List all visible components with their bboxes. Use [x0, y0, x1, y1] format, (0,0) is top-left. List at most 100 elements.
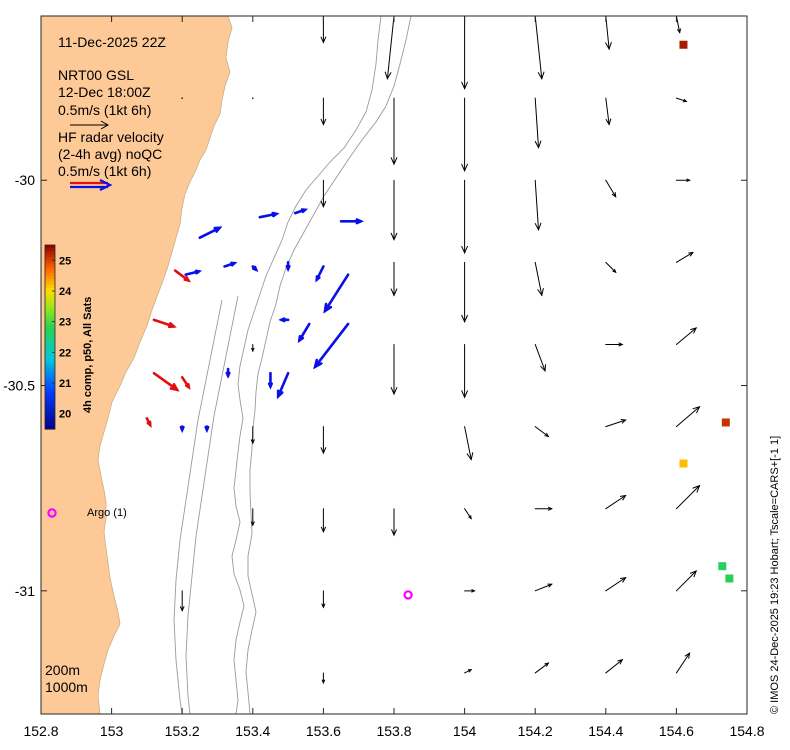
radar-vectors — [179, 208, 365, 434]
sst-cell — [725, 574, 734, 583]
colorbar-swatch — [45, 306, 55, 310]
colorbar-swatch — [45, 364, 55, 369]
depth-label-1000m: 1000m — [45, 679, 88, 695]
model-arrow — [390, 179, 398, 241]
isobath-shelf-inner — [173, 299, 223, 714]
radar-arrow — [323, 273, 350, 314]
model-arrow — [461, 261, 468, 323]
radar-arrow — [184, 269, 203, 276]
model-arrow — [464, 426, 474, 461]
model-arrow — [390, 97, 398, 166]
x-tick-label: 153 — [100, 723, 124, 739]
model-arrow — [320, 508, 326, 534]
colorbar-swatch — [45, 297, 55, 301]
model-arrow — [464, 669, 473, 674]
x-tick-label: 152.8 — [23, 723, 58, 739]
colorbar-swatch — [45, 370, 55, 375]
x-tick-label: 154.8 — [729, 723, 764, 739]
model-arrow — [675, 327, 698, 345]
colorbar-swatch — [45, 410, 55, 415]
colorbar-swatch — [45, 278, 55, 283]
radar-arrow — [297, 322, 311, 344]
colorbar-swatch — [45, 327, 55, 332]
radar-arrow — [251, 265, 259, 273]
colorbar-swatch — [45, 346, 55, 350]
product-time: 12-Dec 18:00Z — [58, 84, 151, 100]
radar-arrow — [339, 218, 365, 225]
model-arrow — [464, 589, 476, 593]
colorbar-swatch — [45, 337, 55, 341]
radar-scale-label: 0.5m/s (1kt 6h) — [58, 163, 151, 179]
radar-arrow-red — [152, 318, 177, 329]
radar-label-1: HF radar velocity — [58, 129, 164, 145]
x-tick-label: 154 — [453, 723, 477, 739]
radar-arrow — [225, 367, 231, 379]
model-arrow — [252, 97, 254, 99]
model-arrow — [605, 494, 627, 510]
colorbar-swatch — [45, 321, 55, 326]
model-arrow — [675, 484, 701, 510]
model-arrow — [605, 576, 627, 592]
radar-vectors-red — [145, 269, 191, 428]
radar-label-2: (2-4h avg) noQC — [58, 146, 162, 162]
model-arrow — [250, 508, 255, 527]
model-arrow — [320, 97, 327, 126]
colorbar-tick-label: 23 — [59, 317, 71, 329]
info-panel: 11-Dec-2025 22Z NRT00 GSL 12-Dec 18:00Z … — [58, 34, 166, 191]
model-arrow — [534, 15, 545, 80]
isobath-1000m — [245, 16, 412, 714]
radar-arrow — [198, 226, 223, 240]
model-arrow — [179, 590, 185, 612]
colorbar-swatch — [45, 404, 55, 409]
land-area — [41, 16, 232, 714]
colorbar-swatch — [45, 422, 55, 427]
radar-arrow-red — [145, 417, 152, 428]
sst-cell — [718, 562, 727, 571]
colorbar-tick-label: 20 — [59, 409, 71, 421]
radar-arrow-red — [152, 371, 180, 392]
radar-arrow — [285, 261, 291, 273]
model-arrow — [605, 342, 624, 347]
model-arrow — [675, 570, 698, 592]
colorbar-swatch — [45, 324, 55, 329]
model-arrow — [464, 508, 472, 520]
model-arrow — [321, 672, 326, 685]
model-arrow — [390, 343, 398, 396]
y-tick-label: -30 — [15, 172, 35, 188]
model-arrow — [675, 405, 701, 428]
argo-markers — [47, 508, 413, 600]
model-arrow — [181, 97, 183, 99]
colorbar: 25 24 23 22 21 20 4h comp, p50, All Sats — [44, 244, 94, 430]
model-arrow — [320, 179, 327, 208]
colorbar-tick-label: 22 — [59, 347, 71, 359]
colorbar-swatch — [45, 287, 55, 292]
radar-arrow — [315, 265, 325, 283]
colorbar-swatch — [45, 272, 55, 277]
colorbar-swatch — [45, 263, 55, 268]
colorbar-swatch — [45, 303, 55, 307]
radar-arrow — [276, 371, 290, 400]
colorbar-title: 4h comp, p50, All Sats — [82, 297, 94, 413]
model-arrow — [534, 343, 546, 373]
colorbar-swatch — [45, 269, 55, 274]
colorbar-swatch — [45, 425, 55, 430]
colorbar-swatch — [45, 416, 55, 421]
model-arrow — [605, 179, 617, 198]
x-tick-label: 153.4 — [235, 723, 270, 739]
model-arrow — [461, 343, 468, 399]
date-label: 11-Dec-2025 22Z — [58, 34, 166, 50]
radar-arrow — [223, 261, 238, 268]
colorbar-swatch — [45, 413, 55, 418]
sst-pixels — [679, 40, 734, 583]
radar-arrow — [204, 425, 210, 434]
colorbar-swatch — [45, 379, 55, 384]
colorbar-swatch — [45, 300, 55, 304]
model-arrow — [675, 97, 688, 103]
radar-arrow-red — [180, 376, 191, 390]
model-arrow — [250, 426, 255, 445]
colorbar-swatch — [45, 315, 55, 320]
model-arrow — [384, 15, 395, 80]
product-label: NRT00 GSL — [58, 67, 134, 83]
colorbar-swatch — [45, 358, 55, 363]
model-arrow — [675, 15, 682, 34]
